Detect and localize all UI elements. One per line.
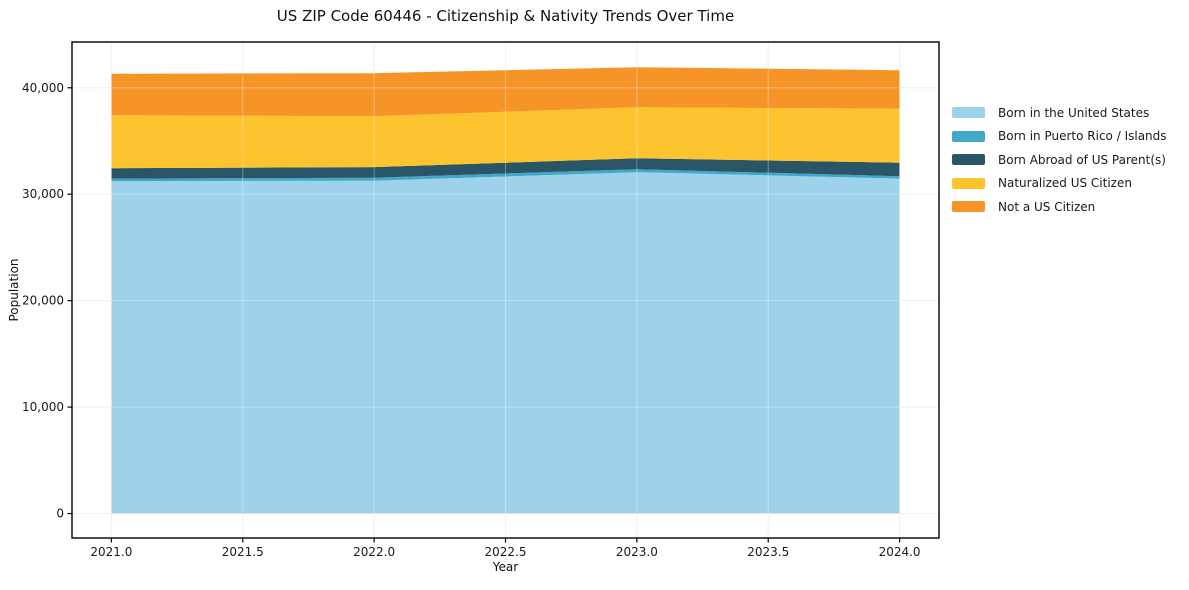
legend-label: Born in the United States (998, 105, 1150, 120)
x-tick-label: 2021.0 (90, 545, 132, 559)
legend-label: Not a US Citizen (998, 199, 1096, 214)
x-tick-label: 2021.5 (222, 545, 264, 559)
x-tick-label: 2022.0 (353, 545, 395, 559)
area-series (111, 67, 900, 117)
legend-item: Born Abroad of US Parent(s) (952, 148, 1167, 172)
x-tick-label: 2022.5 (485, 545, 527, 559)
legend-item: Not a US Citizen (952, 195, 1167, 219)
area-series (111, 158, 900, 179)
x-tick-label: 2024.0 (879, 545, 921, 559)
x-axis-label: Year (492, 560, 519, 574)
y-tick-label: 10,000 (22, 400, 64, 414)
legend-item: Naturalized US Citizen (952, 172, 1167, 196)
area-series (111, 169, 900, 182)
legend-swatch (952, 154, 985, 166)
area-series (111, 107, 900, 169)
legend-item: Born in Puerto Rico / Islands (952, 125, 1167, 149)
legend-swatch (952, 177, 985, 189)
legend-label: Born in Puerto Rico / Islands (998, 129, 1167, 144)
y-tick-label: 40,000 (22, 81, 64, 95)
x-tick-label: 2023.5 (747, 545, 789, 559)
legend-swatch (952, 107, 985, 119)
legend: Born in the United States Born in Puerto … (952, 101, 1167, 219)
legend-label: Naturalized US Citizen (998, 176, 1132, 191)
legend-swatch (952, 201, 985, 213)
legend-label: Born Abroad of US Parent(s) (998, 152, 1166, 167)
x-tick-label: 2023.0 (616, 545, 658, 559)
y-tick-label: 30,000 (22, 187, 64, 201)
y-tick-label: 0 (56, 507, 64, 521)
y-tick-label: 20,000 (22, 294, 64, 308)
legend-item: Born in the United States (952, 101, 1167, 125)
area-series (111, 172, 900, 514)
chart-title: US ZIP Code 60446 - Citizenship & Nativi… (276, 7, 735, 25)
legend-swatch (952, 130, 985, 142)
